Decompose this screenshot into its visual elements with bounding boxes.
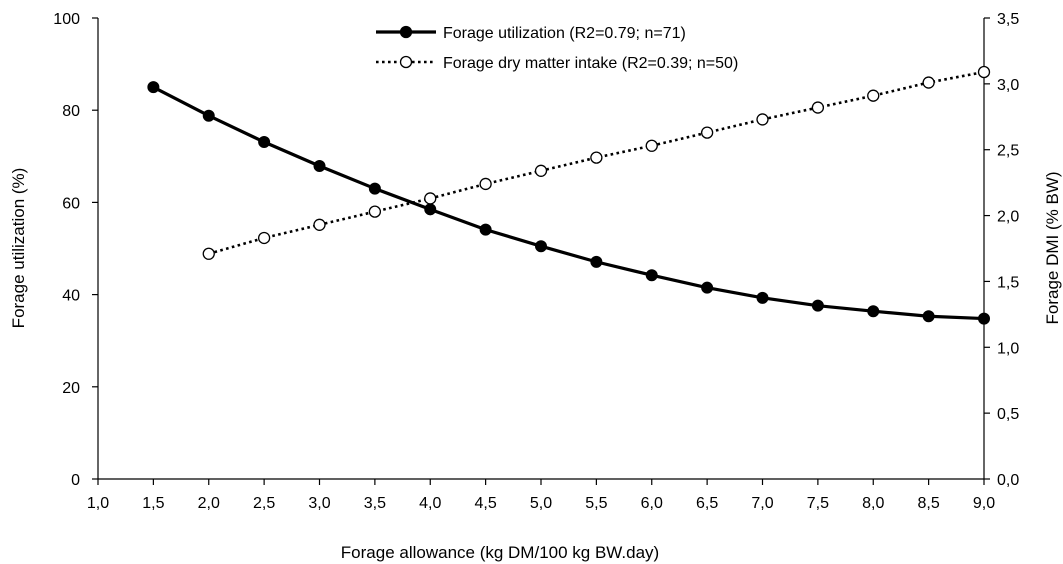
y-left-tick-label: 100 (53, 11, 80, 28)
x-tick-label: 5,5 (585, 495, 607, 512)
x-tick-label: 8,5 (918, 495, 940, 512)
data-point (535, 240, 547, 253)
x-tick-label: 1,0 (87, 495, 109, 512)
data-point (313, 218, 326, 231)
x-axis-title: Forage allowance (kg DM/100 kg BW.day) (341, 543, 659, 562)
data-point (479, 223, 492, 236)
data-point (424, 192, 437, 205)
data-point (977, 65, 991, 79)
x-tick-label: 4,5 (475, 495, 497, 512)
x-tick-label: 6,0 (641, 495, 663, 512)
x-tick-label: 2,0 (198, 495, 220, 512)
series-1 (147, 81, 990, 325)
series-2 (202, 65, 991, 260)
legend: Forage utilization (R2=0.79; n=71) Forage… (376, 25, 738, 72)
legend-marker-2 (399, 55, 413, 69)
x-tick-label: 4,0 (419, 495, 441, 512)
data-point (756, 113, 769, 126)
axes: 1,0 1,5 2,0 2,5 3,0 3,5 4,0 4,5 5,0 5,5 6,0 6,5 7,0 7… (53, 11, 1019, 512)
data-point (922, 76, 935, 89)
data-point (257, 231, 271, 245)
x-tick-label: 7,5 (807, 495, 829, 512)
data-point (645, 139, 658, 152)
x-tick-label: 3,5 (364, 495, 386, 512)
y-right-tick-label: 3,0 (997, 77, 1019, 94)
data-point (867, 89, 880, 102)
data-point (202, 109, 215, 122)
data-point (534, 164, 548, 177)
y-right-axis-title: Forage DMI (% BW) (1043, 171, 1062, 324)
data-point (978, 312, 990, 325)
data-point (590, 255, 603, 268)
data-point (811, 101, 825, 114)
data-point (867, 305, 880, 318)
y-right-tick-label: 2,0 (997, 209, 1019, 226)
y-left-tick-label: 40 (62, 288, 80, 305)
x-tick-label: 6,5 (696, 495, 718, 512)
y-right-tick-label: 1,5 (997, 274, 1019, 291)
data-point (756, 291, 769, 304)
data-point (479, 177, 492, 191)
x-tick-label: 5,0 (530, 495, 552, 512)
data-point (645, 269, 658, 282)
y-left-tick-label: 20 (62, 380, 80, 397)
series-line (208, 70, 985, 256)
y-left-tick-label: 80 (62, 103, 80, 120)
y-right-tick-label: 1,0 (997, 340, 1019, 357)
data-point (701, 281, 714, 294)
data-point (258, 136, 271, 149)
y-right-tick-label: 0,0 (997, 472, 1019, 489)
y-left-tick-label: 60 (62, 195, 80, 212)
series-line (152, 85, 985, 321)
data-point (590, 151, 603, 164)
x-tick-label: 1,5 (142, 495, 164, 512)
x-tick-label: 8,0 (862, 495, 884, 512)
data-point (368, 182, 381, 195)
y-left-axis-title: Forage utilization (%) (9, 168, 28, 329)
data-point (202, 247, 215, 260)
x-tick-label: 9,0 (973, 495, 995, 512)
legend-label-2: Forage dry matter intake (R2=0.39; n=50) (443, 55, 738, 72)
y-right-tick-label: 3,5 (997, 11, 1019, 28)
x-tick-label: 7,0 (751, 495, 773, 512)
data-point (424, 203, 437, 216)
data-point (368, 205, 382, 218)
legend-label-1: Forage utilization (R2=0.79; n=71) (443, 25, 686, 42)
y-right-tick-label: 2,5 (997, 143, 1019, 160)
data-point (313, 159, 326, 172)
data-point (811, 299, 824, 312)
y-right-tick-label: 0,5 (997, 406, 1019, 423)
data-point (922, 310, 935, 323)
legend-marker-1 (399, 25, 413, 39)
x-tick-label: 3,0 (308, 495, 330, 512)
y-left-tick-label: 0 (71, 472, 80, 489)
x-tick-label: 2,5 (253, 495, 275, 512)
data-point (147, 81, 160, 94)
data-point (700, 126, 714, 139)
series-layer (147, 65, 991, 325)
